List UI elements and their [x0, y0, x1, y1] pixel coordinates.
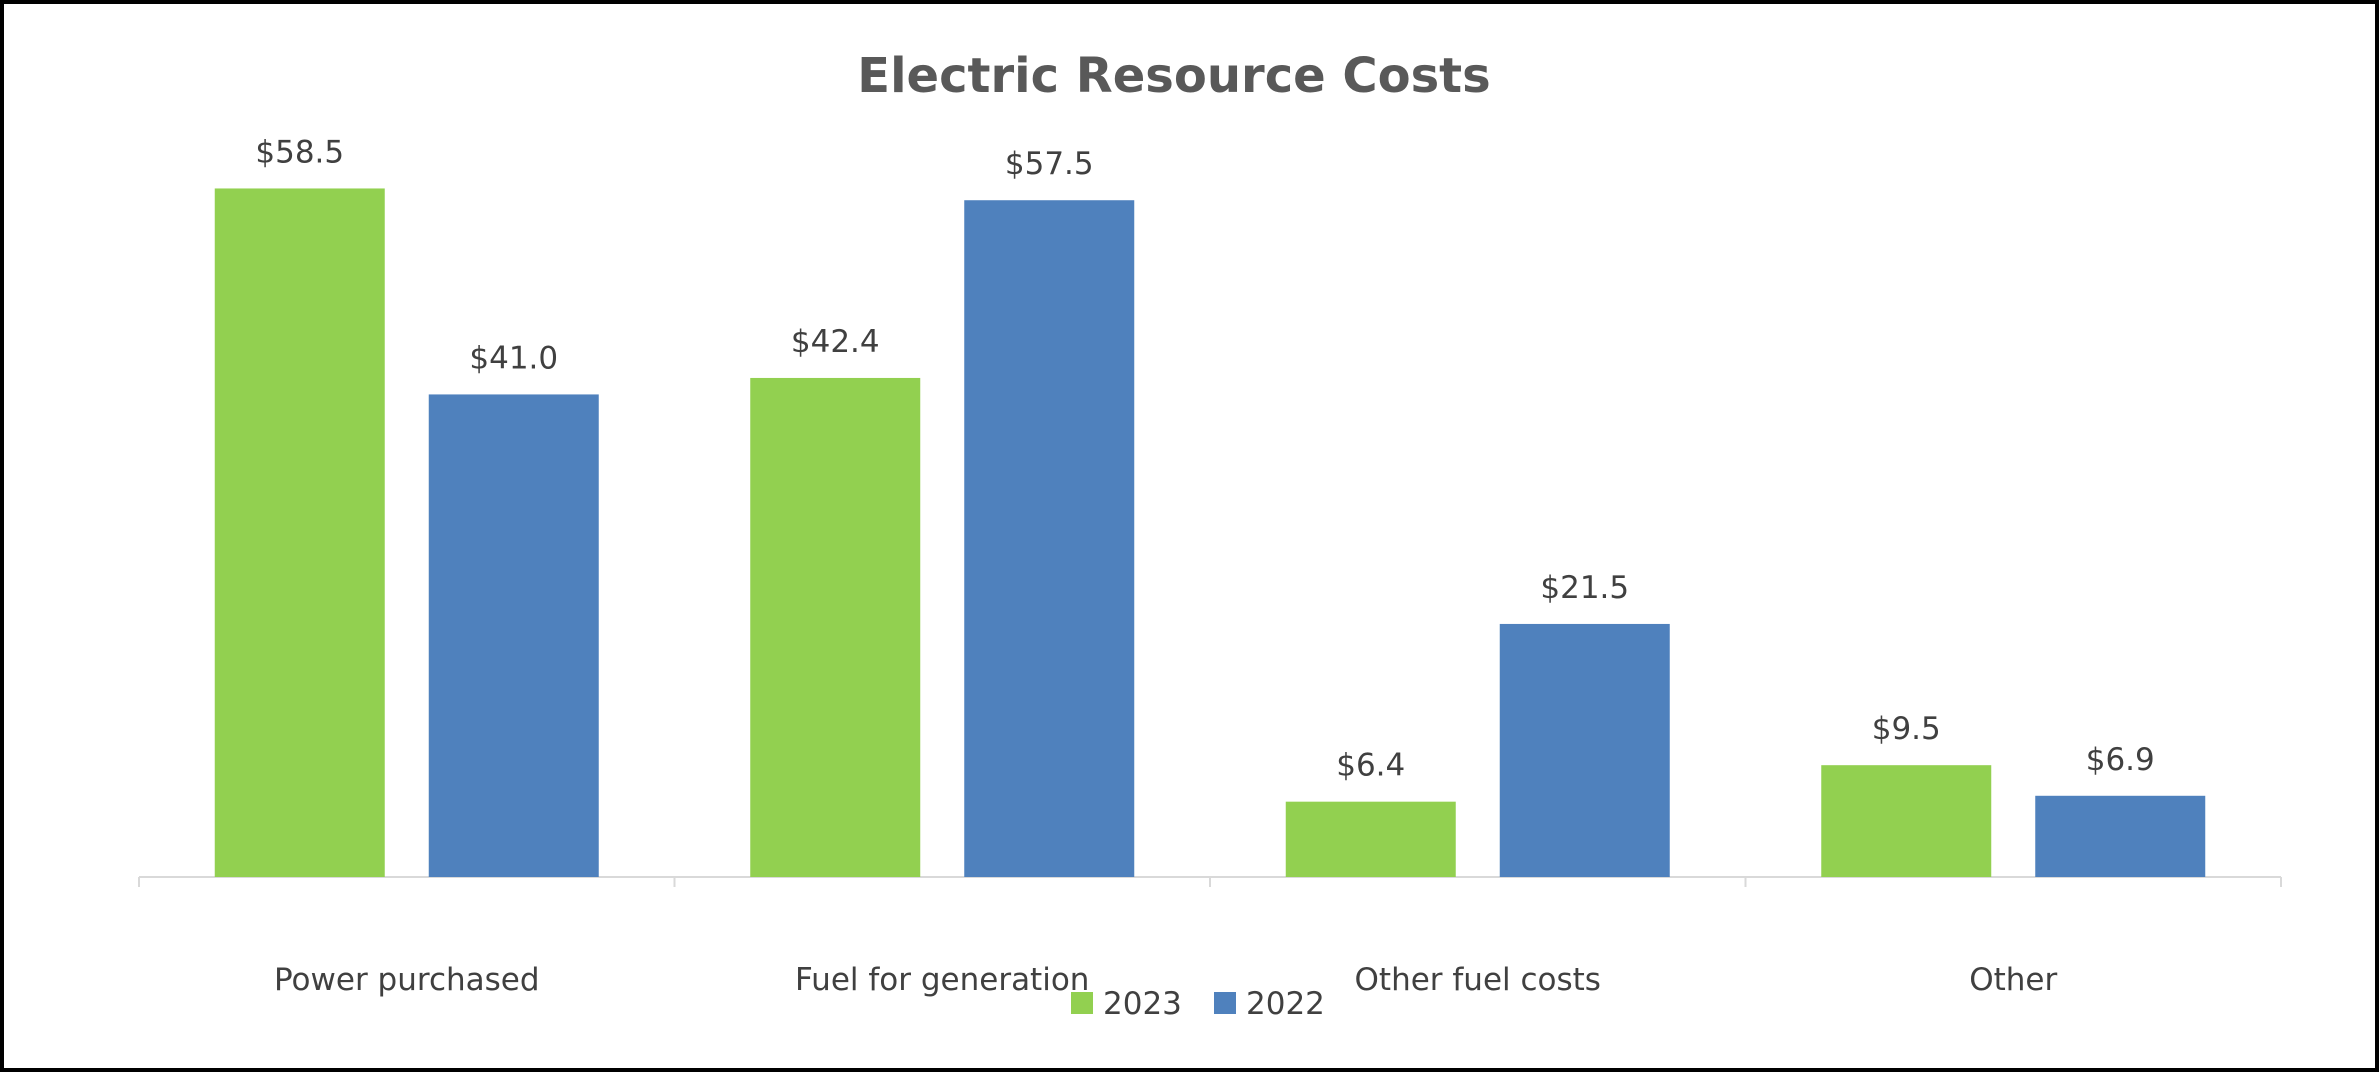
data-label-2022-0: $41.0 — [469, 340, 558, 376]
bar-2022-1 — [964, 200, 1135, 878]
bar-2022-3 — [2035, 795, 2206, 877]
bar-2022-2 — [1499, 623, 1670, 877]
category-label-2: Other fuel costs — [1355, 962, 1601, 998]
bar-2023-1 — [750, 377, 921, 877]
data-label-2022-3: $6.9 — [2086, 742, 2155, 778]
category-label-3: Other — [1969, 962, 2057, 998]
legend-swatch-2022 — [1214, 992, 1236, 1014]
category-label-0: Power purchased — [274, 962, 540, 998]
data-label-2022-2: $21.5 — [1540, 570, 1629, 606]
legend-label-2023: 2023 — [1103, 986, 1182, 1022]
data-labels: $58.5 $41.0 $42.4 $57.5 $6.4 $21.5 $9.5 $6.9 — [255, 134, 2154, 783]
data-label-2023-2: $6.4 — [1336, 748, 1405, 784]
bar-chart: Electric Resource Costs $58.5$41.0 $42.4$… — [138, 48, 2282, 1022]
bar-2023-2 — [1285, 801, 1456, 877]
data-label-2023-0: $58.5 — [255, 134, 344, 170]
legend-label-2022: 2022 — [1246, 986, 1325, 1022]
legend-swatch-2023 — [1071, 992, 1093, 1014]
chart-title: Electric Resource Costs — [857, 48, 1490, 104]
data-label-2022-1: $57.5 — [1005, 146, 1094, 182]
bar-2023-3 — [1821, 765, 1992, 877]
category-labels: Power purchased Fuel for generation Other … — [274, 962, 2058, 998]
bar-2023-0 — [214, 188, 385, 877]
bars — [214, 188, 2206, 878]
data-label-2023-1: $42.4 — [791, 324, 880, 360]
x-axis — [138, 876, 2282, 887]
data-label-2023-3: $9.5 — [1872, 711, 1941, 747]
legend: 2023 2022 — [1071, 986, 1325, 1022]
category-label-1: Fuel for generation — [795, 962, 1089, 998]
bar-2022-0 — [428, 394, 599, 877]
